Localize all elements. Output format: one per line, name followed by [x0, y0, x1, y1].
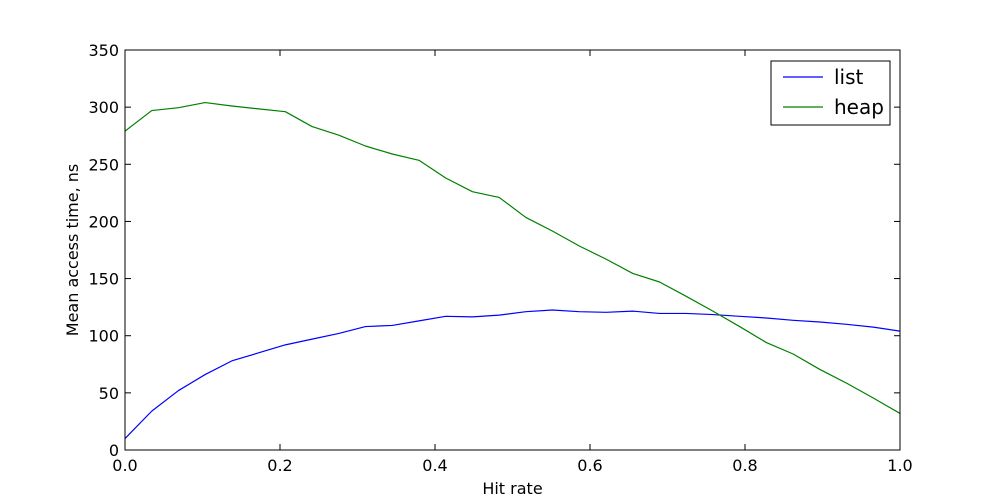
x-tick-label: 0.6 — [577, 456, 602, 475]
x-tick-label: 1.0 — [887, 456, 912, 475]
y-tick-label: 350 — [88, 41, 119, 60]
y-tick-label: 300 — [88, 98, 119, 117]
x-tick-label: 0.0 — [112, 456, 137, 475]
x-tick-label: 0.2 — [267, 456, 292, 475]
y-tick-label: 200 — [88, 212, 119, 231]
x-tick-label: 0.4 — [422, 456, 447, 475]
y-axis-label: Mean access time, ns — [63, 164, 82, 336]
y-tick-label: 150 — [88, 270, 119, 289]
y-tick-label: 250 — [88, 155, 119, 174]
plot-frame — [124, 49, 901, 451]
y-tick-label: 50 — [99, 384, 119, 403]
x-tick-label: 0.8 — [732, 456, 757, 475]
legend-label-list: list — [834, 65, 864, 89]
y-axis-ticks: 0 50 100 150 200 250 300 350 — [88, 41, 900, 460]
y-tick-label: 100 — [88, 327, 119, 346]
legend-label-heap: heap — [834, 95, 884, 119]
x-axis-label: Hit rate — [482, 479, 542, 498]
legend-box — [770, 60, 891, 126]
legend: list heap — [770, 60, 891, 126]
series-line-heap — [124, 101, 901, 414]
series-line-list — [124, 309, 901, 439]
series-lines — [124, 101, 901, 439]
x-axis-ticks: 0.0 0.2 0.4 0.6 0.8 1.0 — [112, 50, 913, 475]
y-tick-label: 0 — [109, 441, 119, 460]
